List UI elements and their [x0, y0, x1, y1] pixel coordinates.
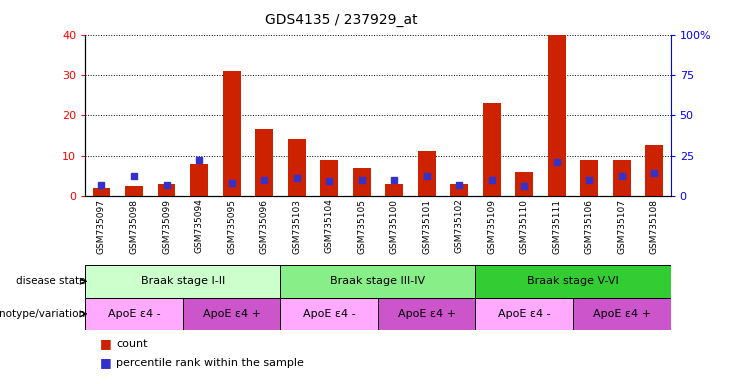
Text: ApoE ε4 -: ApoE ε4 -	[303, 309, 356, 319]
Bar	[580, 160, 598, 196]
Bar	[483, 103, 501, 196]
Bar	[93, 188, 110, 196]
Bar	[280, 265, 476, 298]
Text: ■: ■	[100, 356, 116, 369]
Bar	[378, 298, 476, 330]
Bar	[280, 298, 378, 330]
Bar	[353, 167, 370, 196]
Bar	[385, 184, 403, 196]
Text: ApoE ε4 -: ApoE ε4 -	[107, 309, 160, 319]
Bar	[515, 172, 534, 196]
Bar	[548, 35, 565, 196]
Text: Braak stage V-VI: Braak stage V-VI	[527, 276, 619, 286]
Bar	[613, 160, 631, 196]
Text: Braak stage I-II: Braak stage I-II	[141, 276, 225, 286]
Bar	[451, 184, 468, 196]
Text: ApoE ε4 +: ApoE ε4 +	[398, 309, 456, 319]
Bar	[476, 265, 671, 298]
Text: ■: ■	[100, 337, 116, 350]
Text: disease state: disease state	[16, 276, 85, 286]
Bar	[573, 298, 671, 330]
Text: percentile rank within the sample: percentile rank within the sample	[116, 358, 305, 368]
Bar	[418, 152, 436, 196]
Text: GDS4135 / 237929_at: GDS4135 / 237929_at	[265, 13, 417, 27]
Bar	[183, 298, 280, 330]
Bar	[125, 186, 143, 196]
Text: genotype/variation: genotype/variation	[0, 309, 85, 319]
Text: Braak stage III-IV: Braak stage III-IV	[330, 276, 425, 286]
Bar	[158, 184, 176, 196]
Bar	[320, 160, 338, 196]
Bar	[85, 298, 183, 330]
Bar	[476, 298, 573, 330]
Text: ApoE ε4 +: ApoE ε4 +	[593, 309, 651, 319]
Bar	[222, 71, 241, 196]
Bar	[190, 164, 208, 196]
Bar	[645, 146, 663, 196]
Text: ApoE ε4 +: ApoE ε4 +	[202, 309, 261, 319]
Bar	[288, 139, 305, 196]
Bar	[255, 129, 273, 196]
Text: count: count	[116, 339, 148, 349]
Text: ApoE ε4 -: ApoE ε4 -	[498, 309, 551, 319]
Bar	[85, 265, 280, 298]
